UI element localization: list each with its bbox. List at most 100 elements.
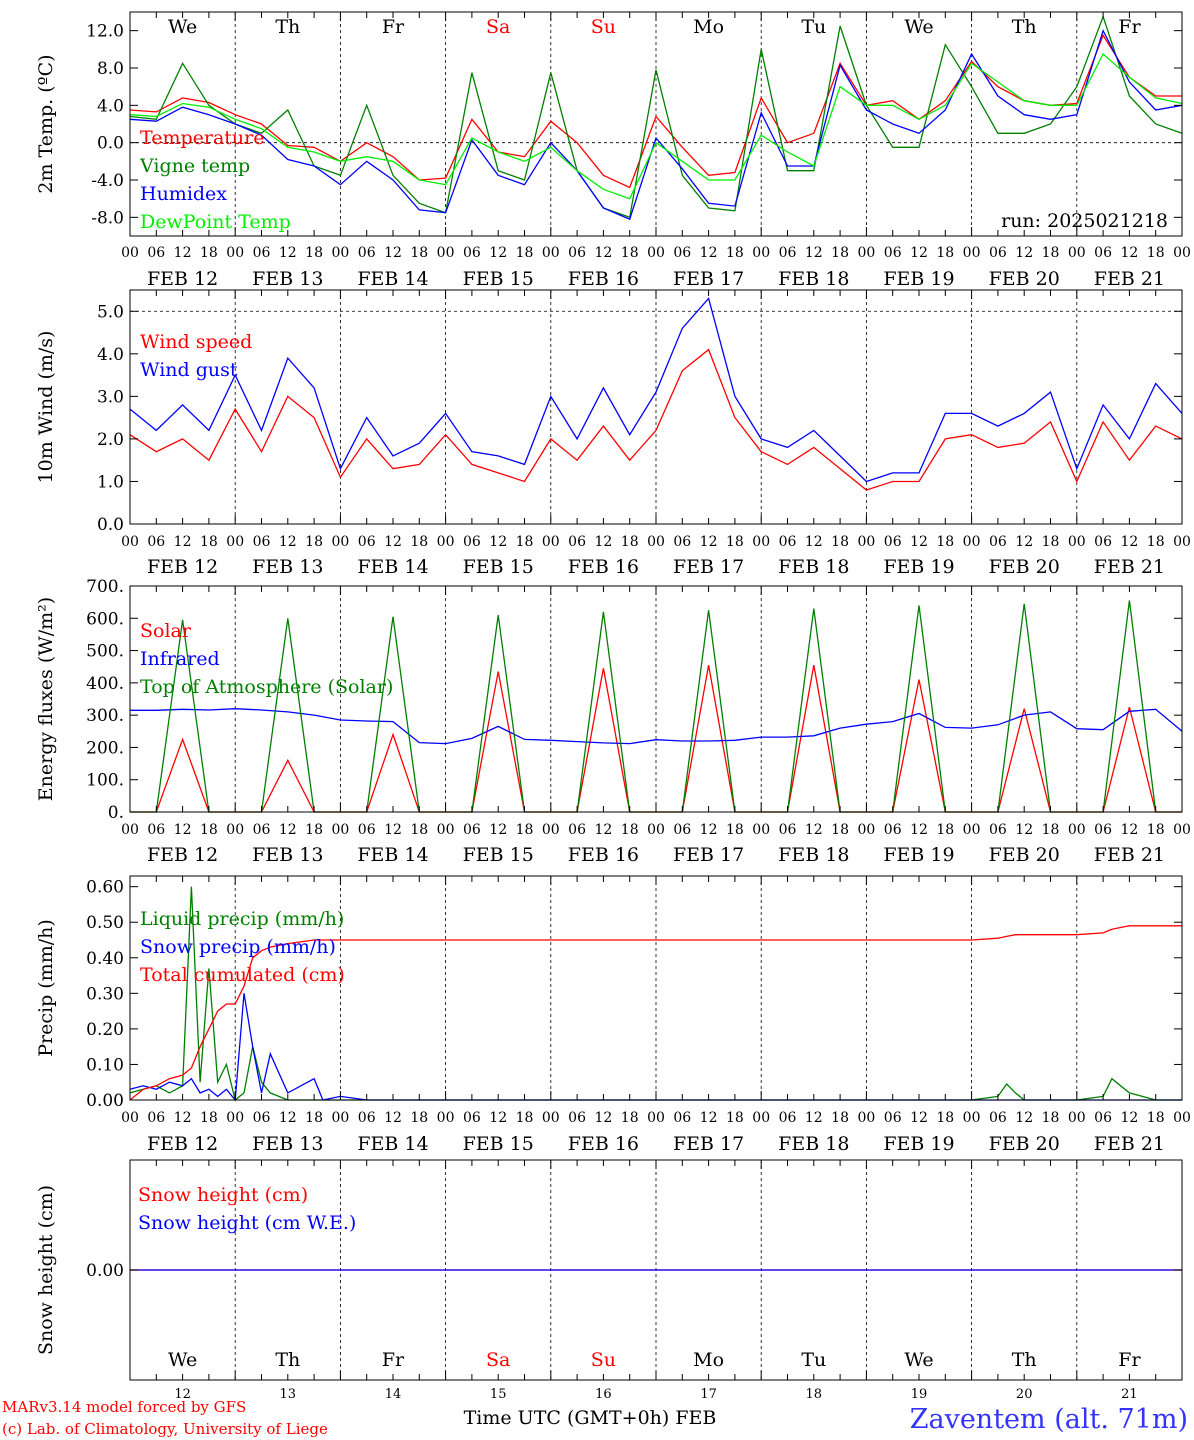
hour-tick-label: 18 xyxy=(1042,245,1060,261)
hour-tick-label: 00 xyxy=(121,534,139,550)
date-label: FEB 21 xyxy=(1094,1133,1165,1155)
hour-tick-label: 12 xyxy=(279,245,297,261)
hour-tick-label: 12 xyxy=(279,822,297,838)
y-axis-label: Snow height (cm) xyxy=(35,1185,57,1355)
date-label: FEB 19 xyxy=(883,1133,954,1155)
date-label: FEB 17 xyxy=(673,844,744,866)
date-label: FEB 15 xyxy=(463,556,534,578)
weekday-label: Sa xyxy=(486,1349,510,1371)
date-label: FEB 14 xyxy=(357,268,428,290)
date-label: FEB 19 xyxy=(883,844,954,866)
hour-tick-label: 06 xyxy=(568,245,586,261)
date-label: FEB 15 xyxy=(463,844,534,866)
hour-tick-label: 18 xyxy=(621,822,639,838)
hour-tick-label: 12 xyxy=(700,245,718,261)
hour-tick-label: 18 xyxy=(516,1110,534,1126)
hour-tick-label: 00 xyxy=(121,1110,139,1126)
date-label: FEB 20 xyxy=(989,268,1060,290)
station-name: Zaventem (alt. 71m) xyxy=(910,1404,1188,1435)
y-tick-label: 0.60 xyxy=(86,878,124,898)
hour-tick-label: 18 xyxy=(936,245,954,261)
date-label: FEB 16 xyxy=(568,1133,639,1155)
legend-entry: Solar xyxy=(140,620,192,642)
date-label: FEB 19 xyxy=(883,556,954,578)
hour-tick-label: 18 xyxy=(726,534,744,550)
hour-tick-label: 00 xyxy=(857,534,875,550)
date-label: FEB 21 xyxy=(1094,844,1165,866)
hour-tick-label: 06 xyxy=(989,1110,1007,1126)
hour-tick-label: 06 xyxy=(568,1110,586,1126)
hour-tick-label: 12 xyxy=(910,822,928,838)
weekday-label: Fr xyxy=(1118,1349,1141,1371)
date-label: FEB 20 xyxy=(989,1133,1060,1155)
hour-tick-label: 00 xyxy=(857,245,875,261)
hour-tick-label: 12 xyxy=(489,822,507,838)
legend-entry: Snow height (cm) xyxy=(138,1184,308,1206)
weekday-label: Th xyxy=(1012,1349,1037,1371)
hour-tick-label: 12 xyxy=(384,1110,402,1126)
weekday-label: Th xyxy=(1012,16,1037,38)
legend-entry: Total cumulated (cm) xyxy=(140,964,345,986)
hour-tick-label: 00 xyxy=(1068,245,1086,261)
date-label: FEB 18 xyxy=(778,1133,849,1155)
hour-tick-label: 12 xyxy=(174,822,192,838)
hour-tick-label: 18 xyxy=(410,245,428,261)
y-tick-label: 200. xyxy=(86,738,124,758)
hour-tick-label: 00 xyxy=(857,822,875,838)
hour-tick-label: 12 xyxy=(805,534,823,550)
legend-entry: Humidex xyxy=(140,183,227,205)
y-tick-label: 100. xyxy=(86,771,124,791)
hour-tick-label: 18 xyxy=(200,822,218,838)
hour-tick-label: 12 xyxy=(910,534,928,550)
y-tick-label: -8.0 xyxy=(91,208,124,228)
hour-tick-label: 06 xyxy=(463,1110,481,1126)
hour-tick-label: 18 xyxy=(200,534,218,550)
legend-entry: Snow height (cm W.E.) xyxy=(138,1212,356,1234)
y-tick-label: 0.00 xyxy=(86,1261,124,1281)
date-label: FEB 21 xyxy=(1094,556,1165,578)
hour-tick-label: 12 xyxy=(594,822,612,838)
hour-tick-label: 00 xyxy=(647,245,665,261)
hour-tick-label: 18 xyxy=(831,534,849,550)
day-number-label: 15 xyxy=(490,1387,507,1402)
plot-frame xyxy=(129,11,1183,237)
hour-tick-label: 06 xyxy=(884,534,902,550)
y-tick-label: 0.10 xyxy=(86,1055,124,1075)
hour-tick-label: 12 xyxy=(700,1110,718,1126)
hour-tick-label: 00 xyxy=(647,822,665,838)
hour-tick-label: 00 xyxy=(1068,1110,1086,1126)
hour-tick-label: 00 xyxy=(647,1110,665,1126)
hour-tick-label: 18 xyxy=(621,534,639,550)
hour-tick-label: 00 xyxy=(437,822,455,838)
series-line-humidex xyxy=(129,28,1183,221)
hour-tick-label: 18 xyxy=(831,822,849,838)
weekday-label: We xyxy=(904,1349,933,1371)
model-credit: MARv3.14 model forced by GFS xyxy=(2,1398,246,1416)
hour-tick-label: 06 xyxy=(673,1110,691,1126)
date-label: FEB 15 xyxy=(463,268,534,290)
y-tick-label: 0.50 xyxy=(86,913,124,933)
day-number-label: 18 xyxy=(806,1387,823,1402)
weekday-label: Su xyxy=(591,16,616,38)
hour-tick-label: 06 xyxy=(358,822,376,838)
hour-tick-label: 00 xyxy=(752,245,770,261)
hour-tick-label: 12 xyxy=(1015,822,1033,838)
y-tick-label: 0.40 xyxy=(86,949,124,969)
y-tick-label: 0. xyxy=(108,803,124,823)
weekday-label: We xyxy=(904,16,933,38)
day-number-label: 20 xyxy=(1016,1387,1033,1402)
hour-tick-label: 12 xyxy=(1120,534,1138,550)
x-axis-label: Time UTC (GMT+0h) FEB xyxy=(464,1407,717,1429)
hour-tick-label: 18 xyxy=(936,534,954,550)
hour-tick-label: 12 xyxy=(594,1110,612,1126)
legend-entry: Wind gust xyxy=(140,359,238,381)
hour-tick-label: 18 xyxy=(1147,534,1165,550)
hour-tick-label: 06 xyxy=(568,534,586,550)
series-line-total-cumulated-cm- xyxy=(129,925,1182,1101)
day-number-label: 14 xyxy=(385,1387,402,1402)
hour-tick-label: 00 xyxy=(752,1110,770,1126)
hour-tick-label: 18 xyxy=(831,245,849,261)
date-label: FEB 13 xyxy=(252,268,323,290)
hour-tick-label: 18 xyxy=(1042,534,1060,550)
series-line-wind-gust xyxy=(129,297,1183,483)
